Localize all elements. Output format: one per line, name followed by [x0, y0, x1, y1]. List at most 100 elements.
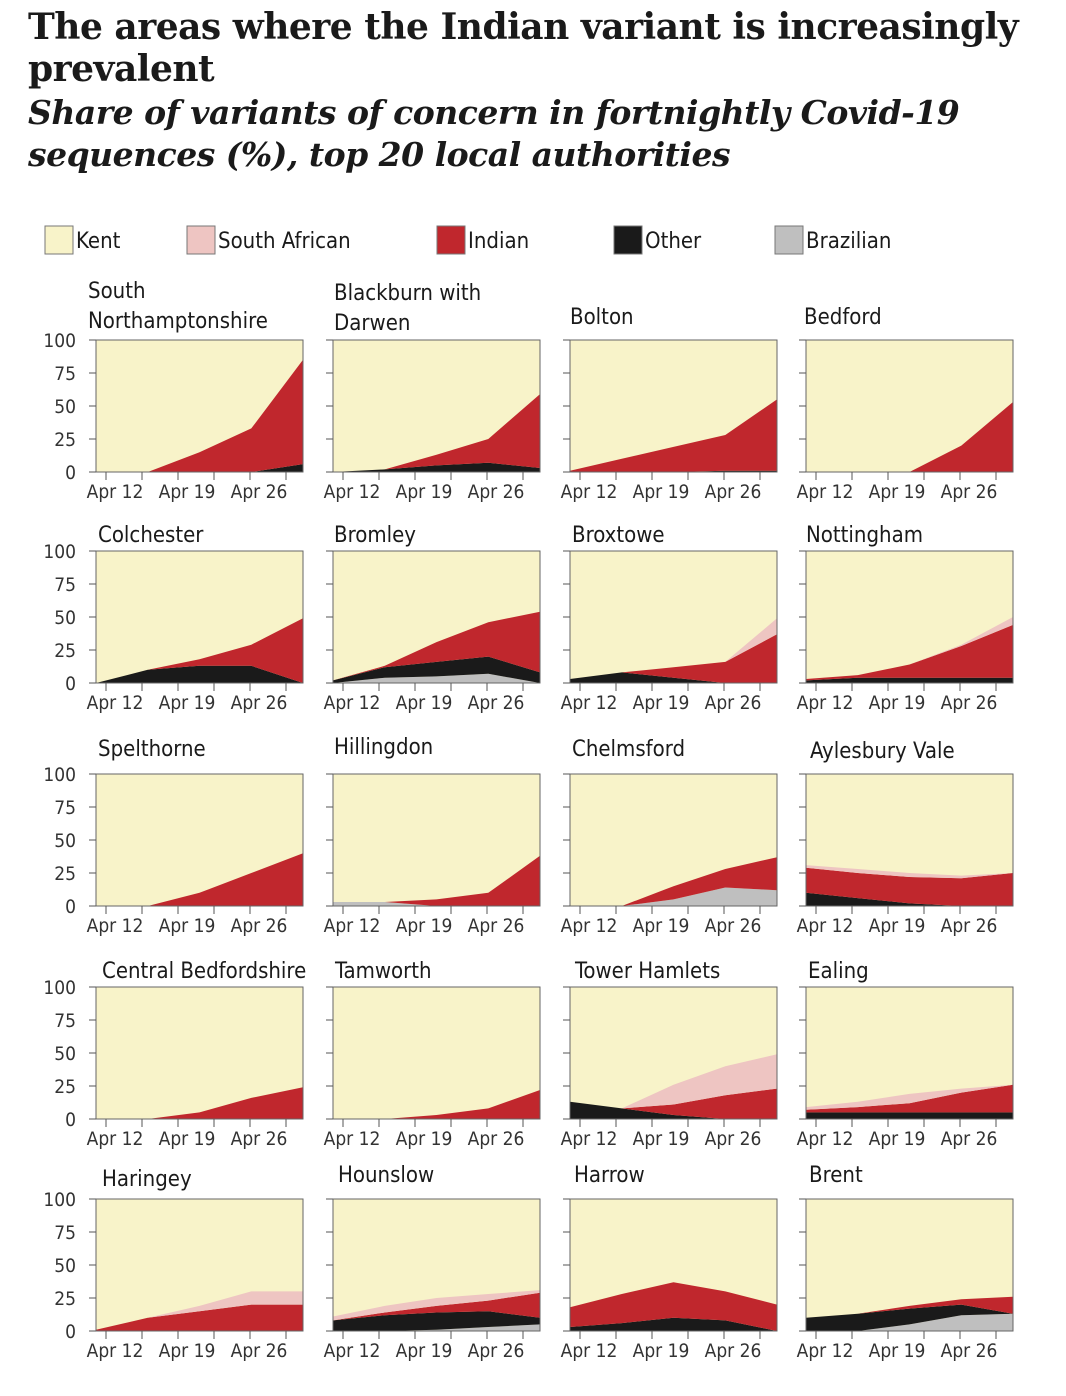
x-tick-label: Apr 19	[159, 481, 216, 503]
x-tick-label: Apr 26	[941, 481, 998, 503]
south-african-area	[96, 1291, 303, 1330]
y-tick-label: 75	[54, 1010, 76, 1032]
panel-title: Spelthorne	[98, 737, 206, 762]
panel-title: Blackburn with Darwen	[334, 281, 481, 336]
x-tick-label: Apr 12	[87, 1340, 144, 1362]
x-tick-label: Apr 19	[159, 1128, 216, 1150]
indian-area	[96, 1304, 303, 1331]
other-area	[806, 892, 1013, 906]
panel-tamworth: Tamworth Apr 12 Apr 19 Apr 26	[324, 959, 541, 1150]
indian-area	[570, 1282, 777, 1331]
panel-bromley: Bromley Apr 12 Apr 19 Apr 26	[324, 523, 541, 714]
x-tick-label: Apr 12	[324, 692, 381, 714]
indian-area	[96, 359, 303, 472]
panel-grid: South Northamptonshire 0 25 50 75 100 Apr 12 Apr…	[43, 279, 1014, 1362]
legend: Kent South African Indian Other Brazilian	[44, 225, 891, 255]
x-tick-label: Apr 12	[561, 915, 618, 937]
panel-nottingham: Nottingham Apr 12 Apr 19 Apr 26	[797, 523, 1014, 714]
panel-title: Bedford	[804, 305, 882, 330]
panel-title: Colchester	[98, 523, 204, 548]
panel-title: Nottingham	[806, 523, 923, 548]
indian-area	[806, 867, 1013, 906]
x-tick-label: Apr 26	[468, 915, 525, 937]
indian-area	[806, 402, 1013, 472]
x-tick-label: Apr 12	[561, 1340, 618, 1362]
y-tick-label: 0	[65, 673, 76, 695]
panel-title-line: Blackburn with	[334, 281, 481, 306]
indian-area	[570, 1088, 777, 1119]
brazilian-area	[570, 887, 777, 906]
panel-title-line: Northamptonshire	[88, 309, 268, 334]
panel-title: Central Bedfordshire	[102, 959, 306, 984]
y-tick-label: 25	[54, 863, 76, 885]
panel-spelthorne: Spelthorne 0 25 50 75 100 Apr 12 Apr 19 Apr 26	[43, 737, 304, 937]
y-tick-label: 75	[54, 797, 76, 819]
x-tick-label: Apr 19	[633, 1340, 690, 1362]
south-african-area	[806, 1084, 1013, 1110]
panel-title: Chelmsford	[572, 737, 685, 762]
indian-area	[333, 1090, 540, 1119]
panel-hillingdon: Hillingdon Apr 12 Apr 19 Apr 26	[324, 735, 541, 937]
y-tick-label: 25	[54, 429, 76, 451]
panel-south-northamptonshire: South Northamptonshire 0 25 50 75 100 Apr 12 Apr…	[43, 279, 304, 503]
panel-colchester: Colchester 0 25 50 75 100 Apr 12 Apr 19 Apr 26	[43, 523, 304, 714]
panel-title: Tower Hamlets	[574, 959, 720, 984]
x-tick-label: Apr 26	[231, 692, 288, 714]
x-tick-label: Apr 12	[797, 481, 854, 503]
panel-title-line: Darwen	[334, 311, 410, 336]
x-tick-label: Apr 19	[396, 481, 453, 503]
x-tick-label: Apr 19	[159, 692, 216, 714]
y-tick-label: 25	[54, 1288, 76, 1310]
south-african-area	[570, 1054, 777, 1109]
x-tick-label: Apr 26	[941, 915, 998, 937]
legend-label-brazilian: Brazilian	[806, 229, 891, 254]
chart-title: The areas where the Indian variant is in…	[28, 6, 1019, 90]
kent-area	[333, 987, 540, 1119]
other-area	[806, 1112, 1013, 1119]
panel-harrow: Harrow Apr 12 Apr 19 Apr 26	[561, 1163, 778, 1362]
panel-brent: Brent Apr 12 Apr 19 Apr 26	[797, 1163, 1014, 1362]
x-tick-label: Apr 19	[396, 915, 453, 937]
other-area	[333, 462, 540, 472]
y-tick-label: 50	[54, 830, 76, 852]
x-tick-label: Apr 12	[561, 1128, 618, 1150]
x-tick-label: Apr 12	[87, 915, 144, 937]
panel-blackburn-with-darwen: Blackburn with Darwen Apr 12 Apr 19 Apr 26	[324, 281, 541, 503]
x-tick-label: Apr 12	[561, 481, 618, 503]
x-tick-label: Apr 19	[159, 915, 216, 937]
panel-title: Haringey	[102, 1167, 192, 1192]
y-tick-label: 50	[54, 1043, 76, 1065]
x-tick-label: Apr 26	[705, 915, 762, 937]
panel-title: Brent	[809, 1163, 863, 1188]
other-area	[570, 1101, 777, 1119]
indian-area	[96, 853, 303, 906]
x-tick-label: Apr 12	[797, 1340, 854, 1362]
legend-label-south-african: South African	[218, 229, 351, 254]
other-area	[96, 464, 303, 472]
x-tick-label: Apr 12	[797, 915, 854, 937]
x-tick-label: Apr 26	[941, 1340, 998, 1362]
panel-title: Hounslow	[338, 1163, 434, 1188]
legend-label-kent: Kent	[76, 229, 121, 254]
y-tick-label: 100	[43, 764, 76, 786]
brazilian-area	[333, 1324, 540, 1331]
panel-title: Aylesbury Vale	[810, 739, 955, 764]
legend-swatch-indian	[436, 225, 466, 255]
indian-area	[806, 624, 1013, 681]
y-tick-label: 50	[54, 607, 76, 629]
other-area	[806, 1304, 1013, 1331]
x-tick-label: Apr 19	[869, 692, 926, 714]
x-tick-label: Apr 12	[324, 1340, 381, 1362]
x-tick-label: Apr 26	[468, 1128, 525, 1150]
indian-area	[570, 399, 777, 472]
x-tick-label: Apr 26	[231, 481, 288, 503]
indian-area	[570, 634, 777, 683]
x-tick-label: Apr 12	[324, 1128, 381, 1150]
indian-area	[333, 855, 540, 906]
panel-hounslow: Hounslow Apr 12 Apr 19 Apr 26	[324, 1163, 541, 1362]
y-tick-label: 100	[43, 977, 76, 999]
panel-bolton: Bolton Apr 12 Apr 19 Apr 26	[561, 305, 778, 503]
panel-title: Bolton	[570, 305, 634, 330]
x-tick-label: Apr 12	[324, 915, 381, 937]
